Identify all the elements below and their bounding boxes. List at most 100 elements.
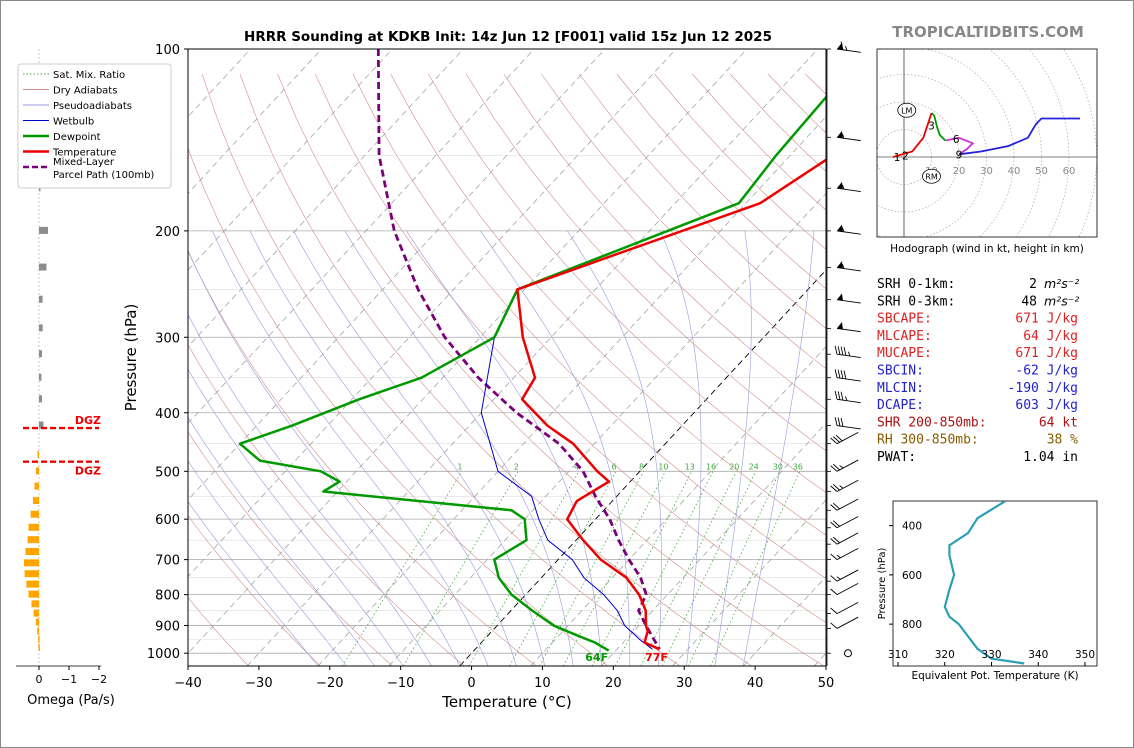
y-tick-label: 600 [155,513,180,528]
barb-shaft [836,516,859,529]
x-tick-label: 20 [605,676,622,691]
omega-bar [34,482,39,490]
barb-pennant [837,293,843,301]
skewt-axes: −40 −30 −20 −10 0 10 20 30 40 50 100 200 300 400 500 60… [122,43,834,711]
index-value: -190 J/kg [1008,381,1078,396]
indices-table: SRH 0-1km: 2 m²s⁻² SRH 0-3km: 48 m²s⁻² SBCAPE:… [877,276,1079,465]
mixing-ratio-label: 4 [574,462,579,471]
dry-adiabat [390,73,826,536]
omega-bar [25,547,39,555]
wind-barb [834,390,861,404]
barb-flag [830,504,838,511]
mixing-ratio-label: 2 [514,462,519,471]
moist-adiabat [188,249,460,666]
dry-adiabat [188,147,609,666]
dry-adiabat [188,344,465,666]
index-label: SBCAPE: [877,312,932,327]
index-label: PWAT: [877,450,916,465]
storm-motion-label: RM [925,172,938,181]
barb-flag [840,391,844,401]
dry-adiabat [465,73,826,452]
mixing-ratio-line [614,471,714,666]
theta-e-frame [892,500,1098,667]
mixing-ratio-line [591,471,693,666]
moist-adiabat [212,230,489,666]
moist-adiabat [480,230,631,666]
dry-adiabat [578,73,826,329]
x-tick-label: −20 [316,676,343,691]
barb-pennant [837,261,843,269]
mixing-ratio-label: 6 [612,462,617,471]
legend-label: Wetbulb [53,117,94,128]
wind-barb [830,532,859,545]
isotherm [188,49,535,424]
omega-bar [27,536,39,544]
theta-e-y-tick-label: 400 [902,521,922,533]
omega-bar [39,226,48,234]
x-tick-label: 10 [534,676,551,691]
barb-flag [832,502,840,510]
barb-flag [830,437,838,445]
wind-barb [836,41,861,53]
hodograph-ring-label: 30 [980,166,993,177]
index-value: -62 J/kg [1015,364,1078,379]
index-value: 603 J/kg [1015,398,1078,413]
index-label: SBCIN: [877,364,924,379]
theta-e-y-label: Pressure (hPa) [877,548,888,620]
barb-shaft [836,398,861,404]
mixing-ratio-line [539,471,644,666]
dgz-top-label: DGZ [75,414,101,427]
mixing-ratio-line [710,471,801,666]
barb-flag [843,347,847,356]
barb-flag [843,370,847,380]
theta-e-x-tick-label: 310 [888,649,908,661]
barb-shaft [836,459,859,472]
dry-adiabat [188,597,249,666]
omega-tick-label: −2 [91,673,107,686]
legend-label: Mixed-Layer [53,157,115,168]
hodograph-segment [958,117,1080,156]
omega-bar [36,467,39,475]
mixing-ratio-line [468,471,580,666]
wind-barb [830,516,859,529]
barb-flag [832,463,840,471]
y-tick-label: 1000 [147,647,180,662]
mixing-ratio-label: 16 [706,462,716,471]
barb-shaft [836,498,859,511]
barb-flag [830,622,838,629]
dry-adiabat [188,431,393,666]
omega-bar [26,580,39,588]
barb-flag [834,345,838,355]
hodograph-caption: Hodograph (wind in kt, height in km) [890,243,1084,255]
isotherm [188,49,393,271]
y-tick-label: 300 [155,331,180,346]
wind-barb [830,547,859,561]
moist-adiabat [188,501,319,666]
index-label: RH 300-850mb: [877,433,979,448]
barb-flag [830,553,838,560]
index-value: 671 J/kg [1015,346,1078,361]
index-unit: m²s⁻² [1044,276,1079,291]
index-value: 64 J/kg [1023,329,1078,344]
dry-adiabat [239,73,752,666]
legend-label: Temperature [52,148,116,159]
moist-adiabat [188,313,432,666]
barb-half [842,227,845,232]
dry-adiabat [188,515,321,666]
x-tick-label: 40 [747,676,764,691]
hodograph: 10203040506012369LMRMHodograph (wind in … [876,48,1098,255]
barb-flag [840,346,844,356]
barb-half [842,184,845,190]
hodograph-height-label: 3 [928,120,935,132]
y-axis-label: Pressure (hPa) [122,304,140,412]
isotherm [188,49,322,194]
isotherm [530,346,826,666]
barb-shaft [836,425,861,430]
wind-barb [834,345,861,358]
theta-e-x-tick-label: 350 [1075,649,1095,661]
omega-bar [33,609,39,617]
theta-e-line [943,501,1025,665]
